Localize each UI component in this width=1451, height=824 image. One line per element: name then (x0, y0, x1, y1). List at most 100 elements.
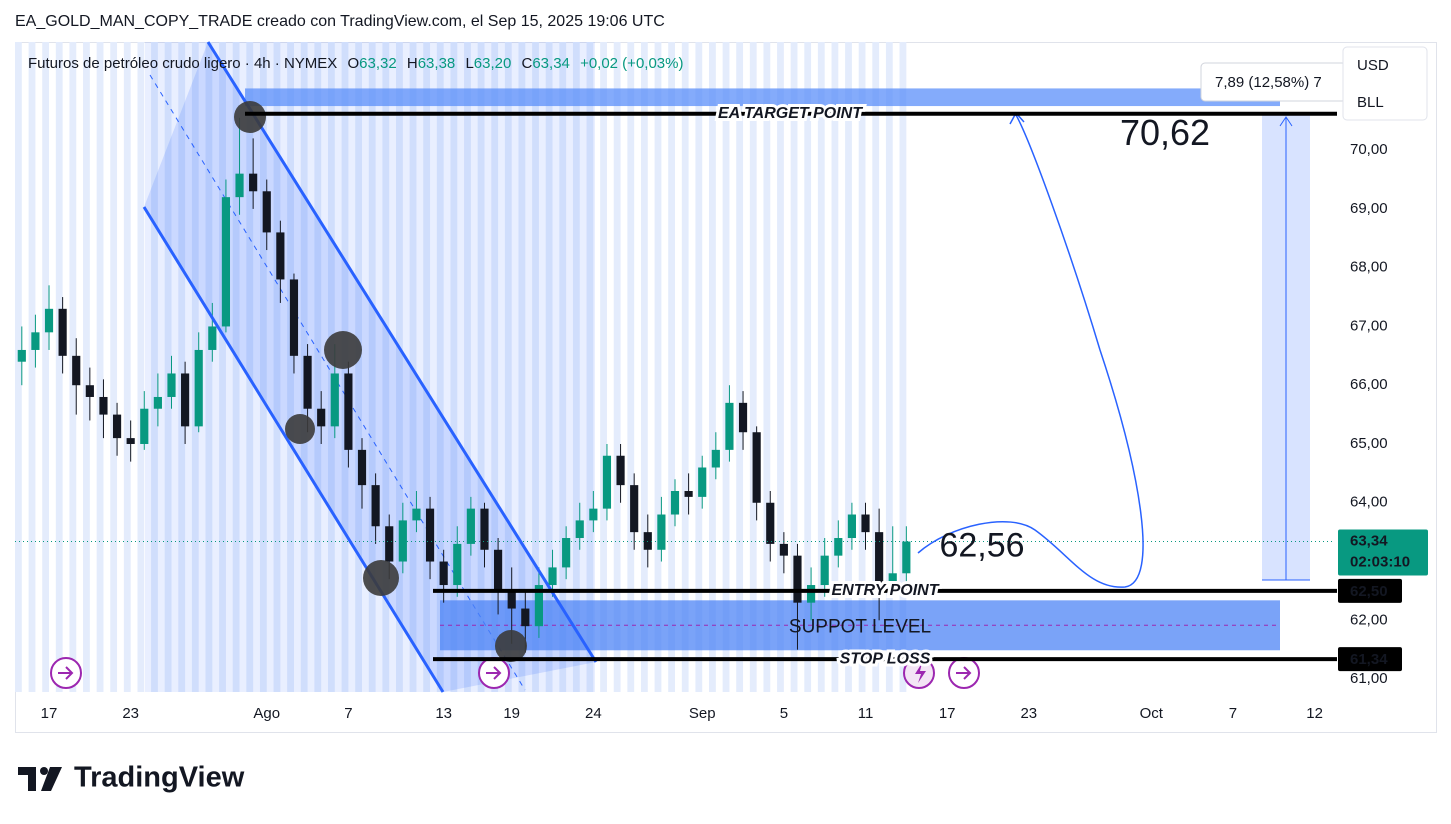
session-stripe (327, 42, 335, 692)
channel-line (206, 41, 598, 663)
icon-glyph (915, 663, 926, 683)
candle-body (779, 543, 788, 556)
session-stripe (804, 42, 812, 692)
candle-body (575, 520, 584, 539)
session-stripe (491, 42, 499, 692)
candle-body (820, 555, 829, 586)
candle-body (534, 585, 543, 627)
currency[interactable]: USD (1357, 57, 1389, 74)
price-tag-label: 62,50 (1350, 583, 1388, 600)
ohlc-value: 63,20 (474, 55, 512, 72)
level-label: EA TARGET POINT (718, 105, 863, 122)
y-tick-label: 62,00 (1350, 611, 1388, 628)
logo: TradingView (18, 762, 245, 794)
y-tick-label: 61,00 (1350, 670, 1388, 687)
candle-body (181, 373, 190, 427)
unit[interactable]: BLL (1357, 94, 1384, 111)
candle-body (276, 232, 285, 280)
candle-body (330, 373, 339, 427)
candle-body (112, 414, 122, 439)
logo-mark (40, 767, 48, 775)
candle-body (861, 514, 870, 533)
session-stripe (55, 42, 63, 692)
session-stripe (314, 42, 322, 692)
x-tick-label: Oct (1140, 705, 1164, 722)
candle-body (480, 508, 489, 550)
session-stripe (668, 42, 675, 692)
y-tick-label: 65,00 (1350, 435, 1388, 452)
session-stripe (532, 42, 539, 692)
ohlc-key: L (465, 55, 473, 72)
candle-body (439, 561, 448, 586)
session-stripe (232, 42, 240, 692)
candle-body (425, 508, 435, 562)
icon-glyph (486, 666, 502, 680)
candle-body (711, 449, 720, 468)
session-stripe (654, 42, 662, 692)
candle-body (317, 408, 326, 427)
session-stripe (83, 42, 90, 692)
x-tick-label: 23 (122, 705, 139, 722)
session-stripe (858, 42, 866, 692)
legend: Futuros de petróleo crudo ligero · 4h · … (28, 55, 683, 72)
candle-body (126, 438, 135, 444)
y-tick-label: 64,00 (1350, 494, 1388, 511)
zone (245, 88, 1280, 107)
candle-body (344, 373, 353, 450)
session-stripe (287, 42, 294, 692)
session-stripe (246, 42, 254, 692)
candle-body (385, 526, 394, 562)
x-tick-label: 11 (858, 705, 874, 722)
candle-body (303, 355, 312, 409)
session-stripe (817, 42, 825, 692)
session-stripe (831, 42, 839, 692)
session-stripe (899, 42, 907, 692)
countdown: 02:03:10 (1350, 554, 1410, 571)
candle-body (521, 608, 530, 627)
candle-body (72, 355, 81, 386)
session-stripe (137, 42, 145, 692)
session-stripe (504, 42, 512, 692)
candle-body (412, 508, 421, 521)
session-stripe (96, 42, 104, 692)
candle-body (602, 455, 612, 509)
candle-body (357, 449, 367, 486)
session-stripe (396, 42, 403, 692)
zone-label: SUPPOT LEVEL (789, 616, 931, 637)
projection-path (917, 114, 1144, 588)
candle-body (643, 532, 652, 550)
candle-body (793, 555, 802, 603)
session-stripe (613, 42, 621, 692)
candle-body (725, 402, 734, 450)
x-tick-label: 13 (435, 705, 452, 722)
candle-body (153, 396, 162, 409)
price-tag-label: 61,34 (1350, 651, 1388, 668)
session-stripe (219, 42, 226, 692)
candle-body (140, 408, 149, 444)
x-tick-label: 23 (1020, 705, 1037, 722)
candle-body (466, 508, 475, 544)
candle-body (31, 332, 40, 350)
pivot-marker (495, 630, 527, 662)
x-tick-label: 7 (1229, 705, 1237, 722)
x-tick-label: 19 (503, 705, 520, 722)
ohlc-value: 63,34 (532, 55, 570, 72)
candle-body (616, 455, 625, 486)
session-stripe (749, 42, 757, 692)
price-tag (1338, 647, 1402, 672)
candle-body (698, 467, 707, 497)
candle-body (17, 349, 26, 362)
session-stripe (777, 42, 784, 692)
session-stripe (42, 42, 50, 692)
session-stripe (436, 42, 444, 692)
session-stripe (382, 42, 390, 692)
session-stripe (123, 42, 131, 692)
session-stripe (151, 42, 158, 692)
candle-body (221, 197, 231, 327)
x-tick-label: 17 (939, 705, 956, 722)
session-stripe (559, 42, 567, 692)
currency-box[interactable] (1342, 46, 1428, 121)
brand: TradingView (74, 762, 245, 794)
pivot-marker (324, 331, 362, 369)
x-tick-label: Sep (689, 705, 716, 722)
